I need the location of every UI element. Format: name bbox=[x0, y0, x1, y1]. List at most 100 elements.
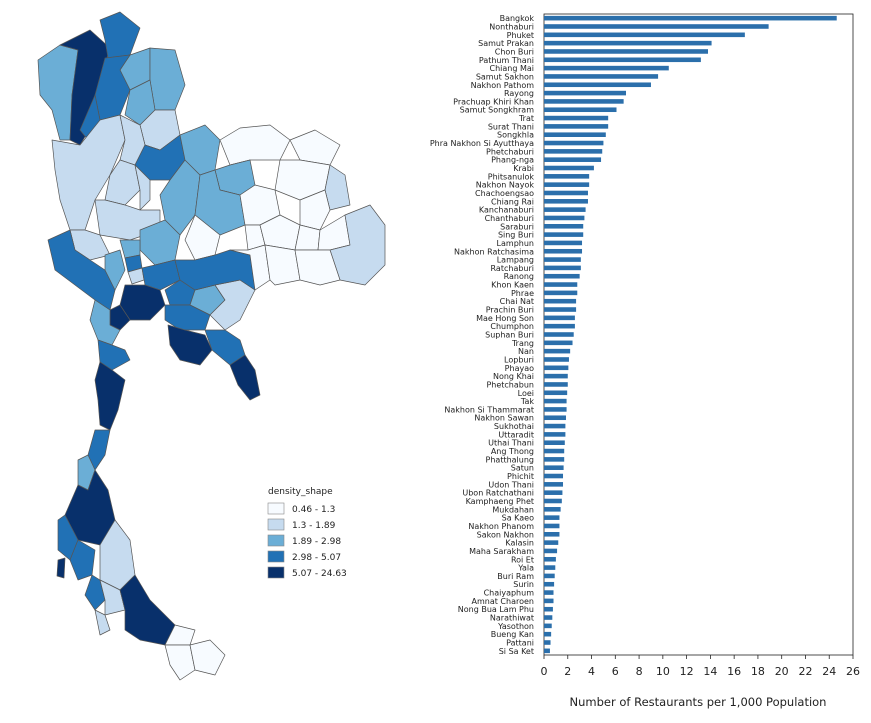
category-label: Loei bbox=[518, 389, 534, 398]
category-label: Samut Songkhram bbox=[460, 106, 535, 115]
bar bbox=[544, 373, 568, 379]
category-label: Yasothon bbox=[497, 622, 534, 631]
bar bbox=[544, 407, 567, 412]
bar bbox=[544, 32, 745, 38]
bar bbox=[544, 507, 561, 512]
category-label: Chumphon bbox=[490, 322, 534, 331]
category-label: Nakhon Pathom bbox=[471, 81, 535, 90]
category-label: Chanthaburi bbox=[485, 214, 534, 223]
map-region-satun bbox=[94, 609, 111, 636]
category-label: Nakhon Phanom bbox=[468, 522, 534, 531]
x-tick-label: 24 bbox=[822, 665, 836, 678]
legend-swatch bbox=[267, 518, 285, 531]
category-label: Phetchaburi bbox=[486, 147, 534, 156]
bar bbox=[544, 190, 588, 196]
bar bbox=[544, 482, 564, 487]
map-region-mukdahan bbox=[299, 189, 331, 231]
category-label: Mae Hong Son bbox=[476, 314, 534, 323]
bar bbox=[544, 240, 583, 246]
category-label: Phetchabun bbox=[486, 380, 534, 389]
legend-label: 1.89 - 2.98 bbox=[292, 537, 341, 547]
bar bbox=[544, 581, 555, 587]
category-label: Maha Sarakham bbox=[469, 547, 534, 556]
bar bbox=[544, 199, 588, 204]
legend-items: 0.46 - 1.3 1.3 - 1.89 1.89 - 2.98 2.98 - 5.… bbox=[267, 502, 347, 579]
category-label: Mukdahan bbox=[492, 505, 534, 514]
map-region-rayong bbox=[229, 354, 261, 401]
category-label: Bangkok bbox=[500, 14, 535, 23]
map-region-khon-kaen bbox=[194, 169, 246, 236]
category-label: Prachuap Khiri Khan bbox=[453, 97, 534, 106]
bar bbox=[544, 556, 556, 562]
x-tick-label: 16 bbox=[727, 665, 741, 678]
category-label: Udon Thani bbox=[488, 480, 534, 489]
bar bbox=[544, 515, 560, 520]
x-tick-label: 18 bbox=[751, 665, 765, 678]
bar bbox=[544, 290, 578, 296]
bar bbox=[544, 282, 578, 287]
bar bbox=[544, 99, 624, 104]
x-tick-label: 8 bbox=[636, 665, 643, 678]
map-region-phichit bbox=[134, 164, 151, 211]
bar bbox=[544, 390, 568, 396]
bar bbox=[544, 348, 571, 354]
category-label: Nakhon Sawan bbox=[474, 414, 534, 423]
bar bbox=[544, 523, 560, 529]
category-label: Chon Buri bbox=[495, 47, 534, 56]
map-region-prachuap bbox=[94, 361, 126, 431]
category-label: Khon Kaen bbox=[491, 281, 534, 290]
x-axis-title: Number of Restaurants per 1,000 Populati… bbox=[570, 695, 827, 709]
map-region-suphan-buri bbox=[104, 249, 126, 291]
map-region-ratchaburi bbox=[89, 299, 121, 346]
bar bbox=[544, 323, 575, 329]
category-label: Lamphun bbox=[497, 239, 534, 248]
bar bbox=[544, 182, 590, 187]
legend-label: 1.3 - 1.89 bbox=[292, 521, 336, 531]
category-label: Ubon Ratchathani bbox=[462, 489, 534, 498]
category-label: Sing Buri bbox=[498, 231, 534, 240]
bar-series bbox=[544, 15, 837, 654]
bar bbox=[544, 432, 566, 437]
bar bbox=[544, 165, 594, 171]
map-region-songkhla bbox=[119, 574, 176, 646]
x-tick-label: 4 bbox=[588, 665, 595, 678]
category-label: Surin bbox=[513, 580, 534, 589]
x-tick-label: 10 bbox=[656, 665, 670, 678]
category-label: Sukhothai bbox=[494, 422, 534, 431]
category-label: Rayong bbox=[504, 89, 534, 98]
bar bbox=[544, 248, 583, 254]
category-label: Buri Ram bbox=[497, 572, 534, 581]
bar bbox=[544, 82, 651, 88]
bar bbox=[544, 298, 577, 304]
map-region-bueng-kan bbox=[289, 129, 341, 166]
category-label: Chaiyaphum bbox=[484, 589, 535, 598]
thailand-map bbox=[37, 11, 386, 681]
bar bbox=[544, 457, 565, 462]
legend-label: 0.46 - 1.3 bbox=[292, 505, 335, 515]
bar bbox=[544, 57, 701, 63]
x-tick-label: 6 bbox=[612, 665, 619, 678]
category-label: Ratchaburi bbox=[491, 264, 534, 273]
bar bbox=[544, 606, 553, 612]
category-label: Uthai Thani bbox=[488, 439, 534, 448]
category-label: Phuket bbox=[507, 31, 534, 40]
bar bbox=[544, 140, 604, 146]
category-label: Phayao bbox=[505, 364, 534, 373]
bar bbox=[544, 465, 564, 470]
category-label: Nong Bua Lam Phu bbox=[458, 605, 534, 614]
category-label: Si Sa Ket bbox=[499, 647, 534, 656]
category-label: Suphan Buri bbox=[485, 331, 534, 340]
bar bbox=[544, 107, 617, 113]
map-region-tak bbox=[51, 114, 126, 231]
bar bbox=[544, 540, 559, 545]
bar bbox=[544, 215, 585, 221]
category-label: Kalasin bbox=[505, 539, 534, 548]
category-label: Kamphaeng Phet bbox=[466, 497, 534, 506]
category-label: Bueng Kan bbox=[491, 630, 534, 639]
bar bbox=[544, 24, 769, 29]
category-label: Phrae bbox=[511, 289, 534, 298]
category-label: Nakhon Ratchasima bbox=[454, 247, 534, 256]
map-region-ubon-ratchathani bbox=[329, 204, 386, 286]
bar bbox=[544, 257, 581, 262]
